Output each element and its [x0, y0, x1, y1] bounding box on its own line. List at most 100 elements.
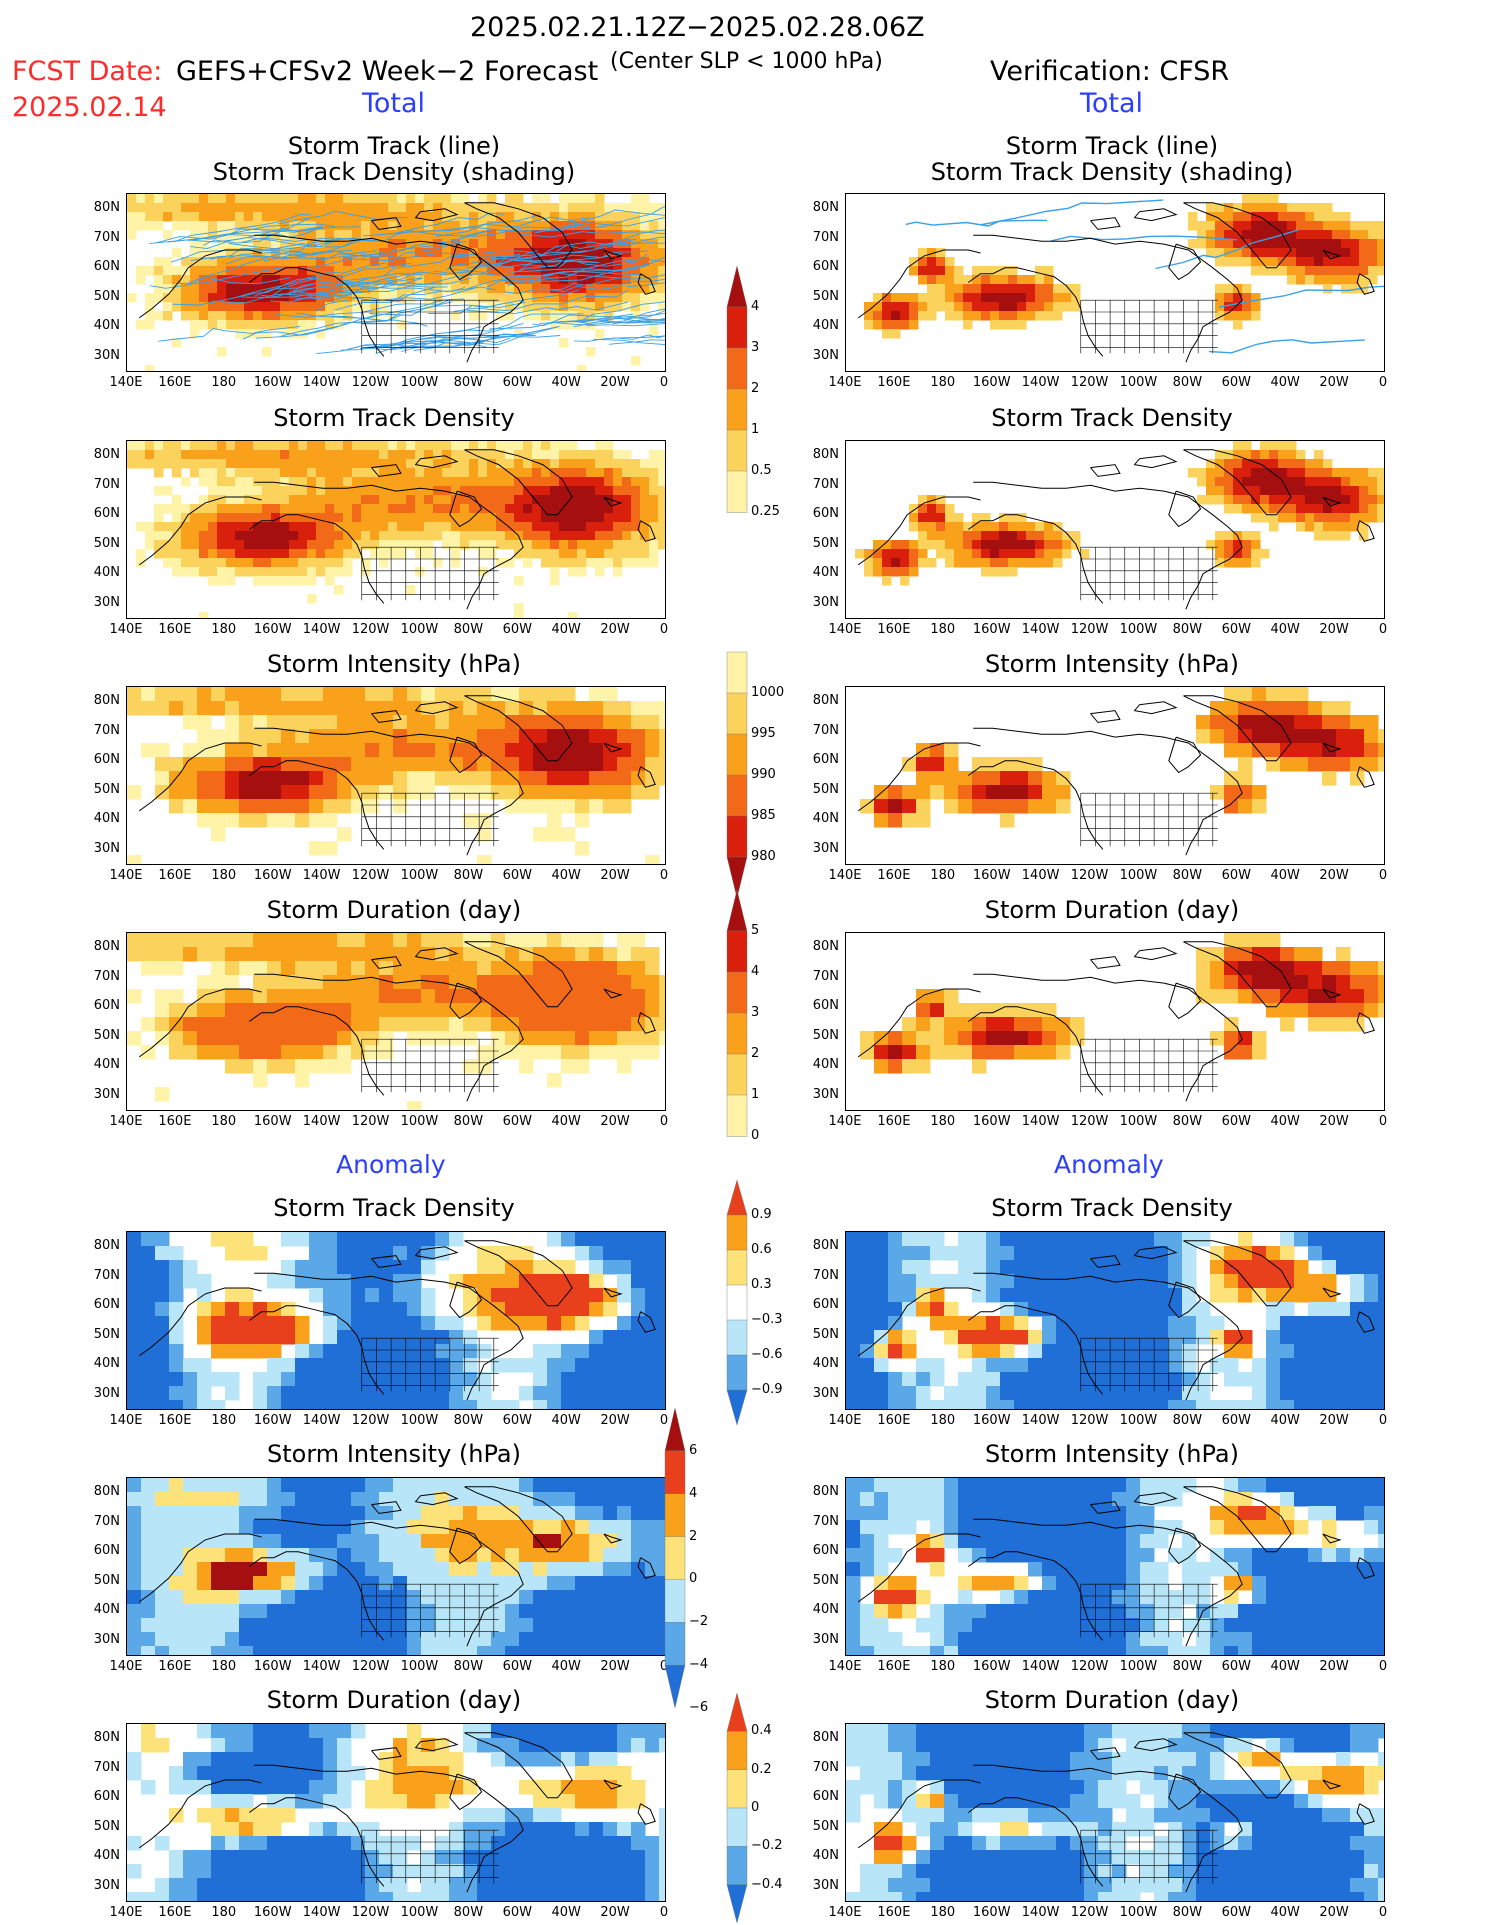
- field-cell: [864, 549, 874, 559]
- field-cell: [211, 1003, 226, 1018]
- field-cell: [253, 576, 263, 586]
- field-cell: [514, 486, 524, 496]
- lon-tick-label: 0: [659, 622, 669, 637]
- field-cell: [211, 799, 226, 814]
- field-cell: [972, 1059, 987, 1074]
- field-cell: [846, 1274, 861, 1289]
- field-cell: [487, 221, 497, 231]
- field-cell: [1305, 230, 1315, 240]
- field-cell: [141, 1534, 156, 1549]
- field-cell: [1378, 1246, 1384, 1261]
- field-cell: [280, 212, 290, 222]
- field-cell: [280, 329, 290, 339]
- field-cell: [289, 302, 299, 312]
- field-cell: [155, 1386, 170, 1401]
- field-cell: [163, 212, 173, 222]
- field-cell: [154, 486, 164, 496]
- field-cell: [1000, 1031, 1015, 1046]
- field-cell: [658, 495, 665, 505]
- field-cell: [253, 743, 268, 758]
- field-cell: [1028, 1003, 1043, 1018]
- field-cell: [559, 293, 569, 303]
- storm-track-line: [593, 338, 665, 345]
- field-cell: [289, 459, 299, 469]
- field-cell: [407, 1260, 422, 1275]
- field-cell: [1008, 320, 1018, 330]
- field-cell: [295, 1260, 310, 1275]
- field-cell: [930, 743, 945, 758]
- field-cell: [640, 302, 650, 312]
- field-cell: [183, 799, 198, 814]
- field-cell: [547, 1017, 562, 1032]
- field-cell: [280, 567, 290, 577]
- field-cell: [323, 933, 338, 948]
- field-cell: [514, 459, 524, 469]
- field-cell: [406, 531, 416, 541]
- field-cell: [199, 450, 209, 460]
- field-cell: [1242, 459, 1252, 469]
- field-cell: [533, 989, 548, 1004]
- field-cell: [631, 1274, 646, 1289]
- field-cell: [561, 1031, 576, 1046]
- field-cell: [532, 194, 542, 204]
- field-cell: [505, 293, 515, 303]
- field-cell: [244, 239, 254, 249]
- field-cell: [916, 813, 931, 828]
- field-cell: [532, 239, 542, 249]
- field-cell: [407, 1031, 422, 1046]
- field-cell: [239, 1232, 254, 1247]
- field-cell: [586, 347, 596, 357]
- field-cell: [351, 1548, 366, 1563]
- field-cell: [568, 311, 578, 321]
- field-cell: [1168, 1274, 1183, 1289]
- field-cell: [334, 486, 344, 496]
- field-cell: [334, 293, 344, 303]
- field-cell: [323, 1506, 338, 1521]
- field-cell: [1266, 975, 1281, 990]
- field-cell: [379, 1576, 394, 1591]
- field-cell: [127, 701, 142, 716]
- field-cell: [477, 1400, 492, 1409]
- field-cell: [169, 1632, 184, 1647]
- field-cell: [930, 1316, 945, 1331]
- field-cell: [239, 1604, 254, 1619]
- field-cell: [568, 194, 578, 204]
- field-cell: [1028, 1045, 1043, 1060]
- field-cell: [141, 1344, 156, 1359]
- storm-track-line: [1155, 229, 1299, 270]
- field-cell: [547, 1260, 562, 1275]
- field-cell: [1215, 558, 1225, 568]
- field-cell: [1044, 531, 1054, 541]
- field-cell: [519, 1045, 534, 1060]
- field-cell: [900, 293, 910, 303]
- field-cell: [640, 531, 650, 541]
- field-cell: [309, 1288, 324, 1303]
- field-cell: [323, 1358, 338, 1373]
- field-cell: [550, 284, 560, 294]
- field-cell: [999, 558, 1009, 568]
- field-cell: [1215, 230, 1225, 240]
- field-cell: [589, 975, 604, 990]
- field-cell: [1084, 1386, 1099, 1401]
- field-cell: [1126, 1358, 1141, 1373]
- field-cell: [267, 1492, 282, 1507]
- field-cell: [1233, 486, 1243, 496]
- field-cell: [1308, 1400, 1323, 1409]
- field-cell: [1332, 230, 1342, 240]
- field-cell: [577, 194, 587, 204]
- field-cell: [505, 441, 515, 451]
- field-cell: [253, 933, 268, 948]
- field-cell: [1260, 203, 1270, 213]
- field-cell: [1140, 1316, 1155, 1331]
- field-cell: [491, 1288, 506, 1303]
- field-cell: [1070, 1260, 1085, 1275]
- field-cell: [1035, 531, 1045, 541]
- map-field: [127, 194, 665, 371]
- field-cell: [986, 799, 1001, 814]
- storm-track-line: [625, 322, 665, 324]
- field-cell: [1224, 459, 1234, 469]
- map-duration-cfsr: [845, 932, 1385, 1111]
- field-cell: [1056, 1400, 1071, 1409]
- field-cell: [281, 1534, 296, 1549]
- field-cell: [1269, 486, 1279, 496]
